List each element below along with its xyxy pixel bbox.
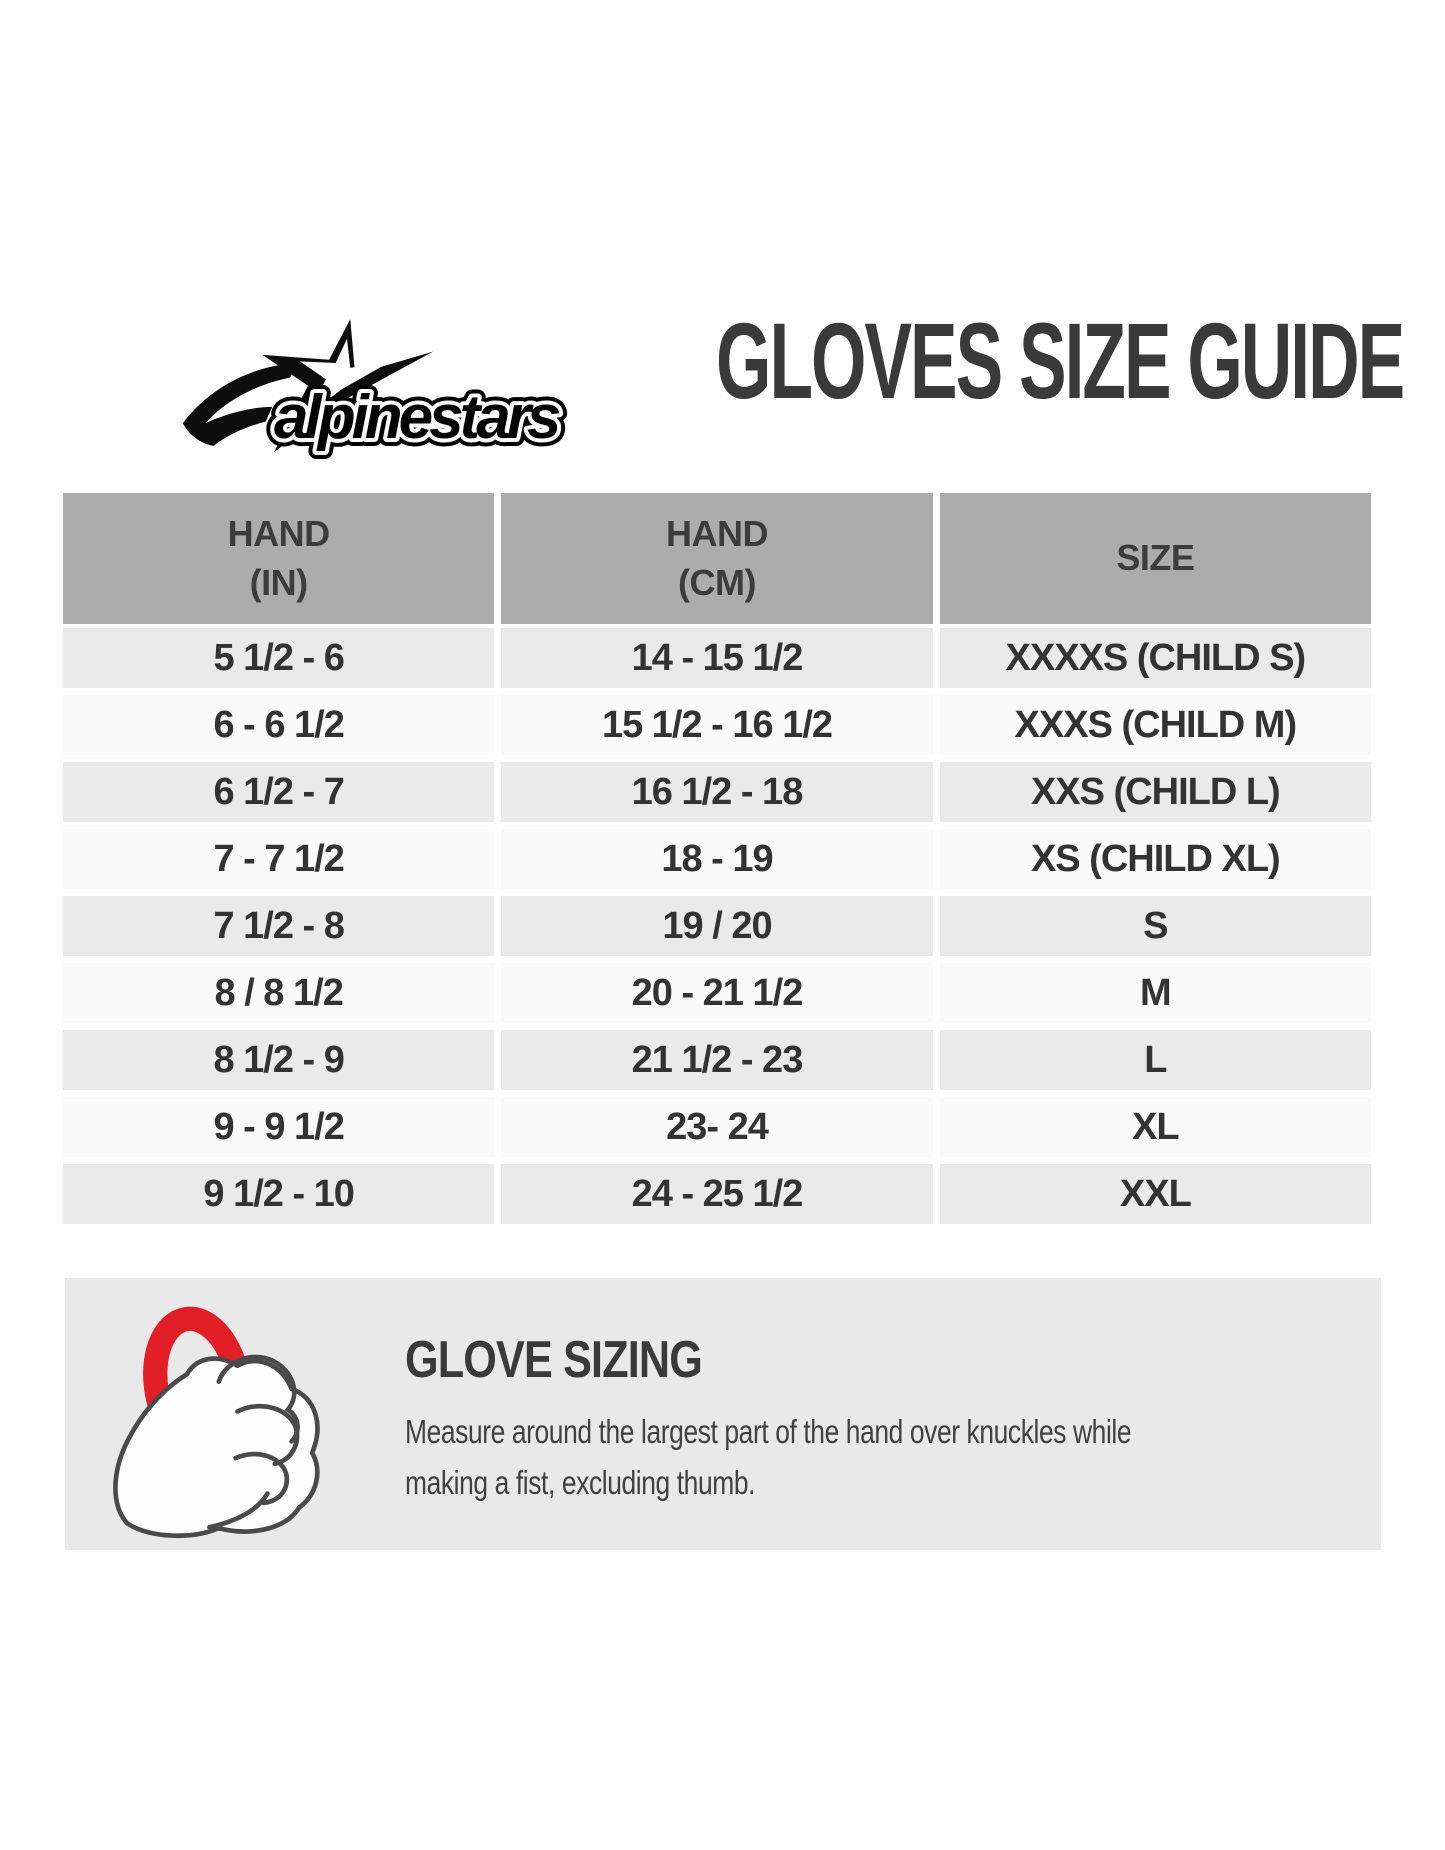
cell-hand-cm: 15 1/2 - 16 1/2 [501, 695, 933, 755]
cell-hand-cm: 19 / 20 [501, 896, 933, 956]
table-row: 6 - 6 1/2 15 1/2 - 16 1/2 XXXS (CHILD M) [63, 695, 1371, 755]
table-row: 5 1/2 - 6 14 - 15 1/2 XXXXS (CHILD S) [63, 628, 1371, 688]
cell-hand-in: 9 1/2 - 10 [63, 1164, 495, 1224]
ring-finger-line [233, 1451, 290, 1506]
cell-size: XXS (CHILD L) [939, 762, 1371, 822]
alpinestars-star-icon [182, 319, 434, 453]
size-table-header: HAND (IN) HAND (CM) SIZE [63, 493, 1371, 624]
column-header-line1: HAND [227, 512, 331, 554]
table-row: 9 - 9 1/2 23- 24 XL [63, 1097, 1371, 1157]
cell-size: XL [939, 1097, 1371, 1157]
cell-hand-in: 7 1/2 - 8 [63, 896, 495, 956]
cell-hand-cm: 16 1/2 - 18 [501, 762, 933, 822]
star-swoosh [182, 363, 297, 446]
cell-size: XXXS (CHILD M) [939, 695, 1371, 755]
sizing-note-text: Measure around the largest part of the h… [405, 1406, 1365, 1508]
page-title: GLOVES SIZE GUIDE [716, 299, 1405, 421]
cell-hand-cm: 24 - 25 1/2 [501, 1164, 933, 1224]
cell-hand-in: 5 1/2 - 6 [63, 628, 495, 688]
cell-hand-in: 8 1/2 - 9 [63, 1030, 495, 1090]
middle-finger-line [235, 1403, 300, 1467]
column-header-size: SIZE [939, 493, 1371, 624]
wordmark-halo: alpinestars [274, 383, 560, 452]
table-row: 8 1/2 - 9 21 1/2 - 23 L [63, 1030, 1371, 1090]
cell-hand-in: 9 - 9 1/2 [63, 1097, 495, 1157]
table-row: 9 1/2 - 10 24 - 25 1/2 XXL [63, 1164, 1371, 1224]
size-table-body: 5 1/2 - 6 14 - 15 1/2 XXXXS (CHILD S) 6 … [63, 628, 1371, 1224]
cell-hand-cm: 23- 24 [501, 1097, 933, 1157]
table-row: 8 / 8 1/2 20 - 21 1/2 M [63, 963, 1371, 1023]
cell-hand-in: 8 / 8 1/2 [63, 963, 495, 1023]
cell-hand-cm: 18 - 19 [501, 829, 933, 889]
cell-hand-in: 7 - 7 1/2 [63, 829, 495, 889]
table-row: 6 1/2 - 7 16 1/2 - 18 XXS (CHILD L) [63, 762, 1371, 822]
sizing-note-title: GLOVE SIZING [405, 1331, 703, 1389]
column-header-line1: HAND [665, 512, 769, 554]
alpinestars-wordmark: alpinestars alpinestars alpinestars [266, 375, 572, 460]
cell-hand-in: 6 1/2 - 7 [63, 762, 495, 822]
table-row: 7 1/2 - 8 19 / 20 S [63, 896, 1371, 956]
wordmark-outline: alpinestars [274, 383, 560, 452]
sizing-note-line1: Measure around the largest part of the h… [405, 1413, 1132, 1450]
cell-hand-cm: 14 - 15 1/2 [501, 628, 933, 688]
wordmark-fill: alpinestars [274, 383, 560, 452]
column-header-line1: SIZE [1116, 537, 1195, 579]
glove-sizing-note-box: GLOVE SIZING Measure around the largest … [65, 1278, 1381, 1550]
column-header-line2: (IN) [249, 561, 308, 603]
index-finger-line [216, 1354, 300, 1444]
thumb-line [207, 1491, 270, 1530]
cell-hand-in: 6 - 6 1/2 [63, 695, 495, 755]
cell-size: M [939, 963, 1371, 1023]
cell-size: XXXXS (CHILD S) [939, 628, 1371, 688]
cell-hand-cm: 20 - 21 1/2 [501, 963, 933, 1023]
cell-size: XXL [939, 1164, 1371, 1224]
cell-size: L [939, 1030, 1371, 1090]
column-header-hand-cm: HAND (CM) [501, 493, 933, 624]
column-header-hand-in: HAND (IN) [63, 493, 495, 624]
size-table: HAND (IN) HAND (CM) SIZE 5 1/2 - 6 14 - … [63, 493, 1371, 1231]
star-inner [299, 338, 391, 415]
cell-size: S [939, 896, 1371, 956]
cell-hand-cm: 21 1/2 - 23 [501, 1030, 933, 1090]
column-header-line2: (CM) [678, 561, 756, 603]
cell-size: XS (CHILD XL) [939, 829, 1371, 889]
table-row: 7 - 7 1/2 18 - 19 XS (CHILD XL) [63, 829, 1371, 889]
fist-measure-icon [113, 1306, 320, 1538]
sizing-note-line2: making a fist, excluding thumb. [405, 1464, 756, 1502]
